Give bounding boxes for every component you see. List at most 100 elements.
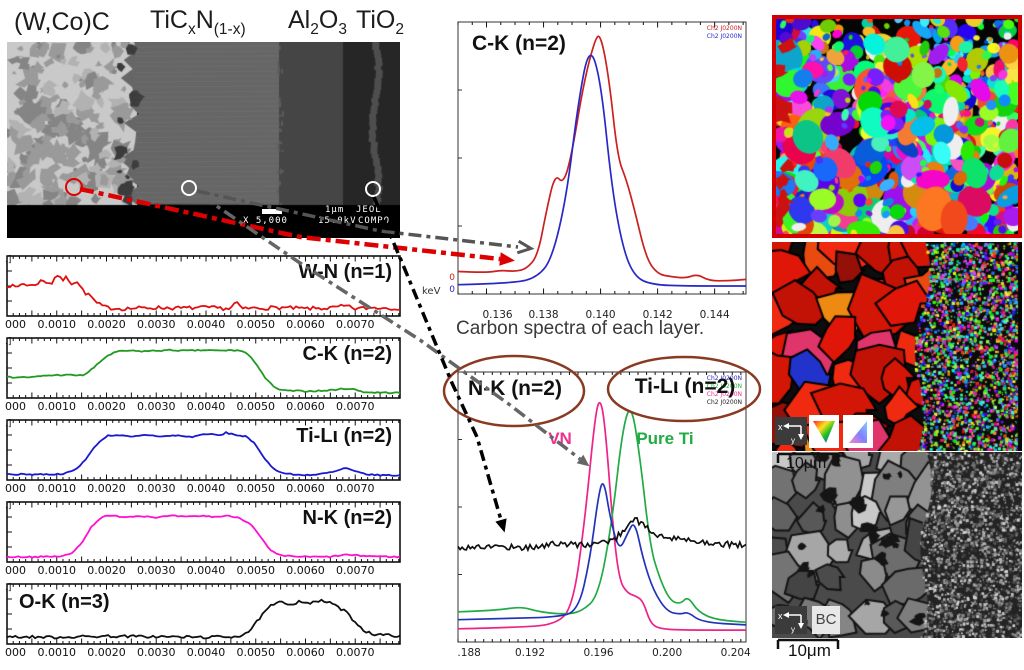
x-tick-label: 0.0030 <box>137 318 176 331</box>
x-tick-label: 000 <box>5 564 26 577</box>
x-tick-label: 0.196 <box>584 647 614 659</box>
eds-profile-panel: .] N-K (n=2) 000 0.0010 0.0020 0.0030 0.0040 0.… <box>5 501 401 577</box>
x-tick-label: 0.0050 <box>236 564 275 577</box>
ck-spectrum-title: C-K (n=2) <box>472 32 566 55</box>
x-tick-label: 0.0010 <box>37 646 76 659</box>
scale-bracket-bottom <box>776 638 840 649</box>
x-tick-label: 0.0070 <box>336 400 375 413</box>
x-tick-label: 0.0060 <box>286 646 325 659</box>
eds-profile-panel: .] O-K (n=3) 000 0.0010 0.0020 0.0030 0.0040 0.… <box>5 583 401 659</box>
profile-panel-label: O-K (n=3) <box>19 591 110 613</box>
ipf-color-key-icon-1 <box>809 415 839 448</box>
sem-scale-bar <box>262 209 282 214</box>
ebsd-orientation-map-fine <box>776 19 1018 234</box>
sem-spot-marker-white-2 <box>365 181 381 197</box>
x-tick-label: 0.0050 <box>236 646 275 659</box>
x-tick-label: 0.204 <box>721 647 751 659</box>
ebsd-map-top-frame <box>772 15 1022 238</box>
layer-label-ticn: TiCxN(1-x) <box>150 6 246 38</box>
spectrum-curve <box>457 54 746 287</box>
sem-mode-text: COMPO <box>358 216 391 226</box>
x-tick-label: 0.0020 <box>87 318 126 331</box>
x-tick-label: 0.0040 <box>187 646 226 659</box>
band-contrast-image <box>772 452 1022 638</box>
spectrum-curve <box>457 483 747 626</box>
vn-annotation: VN <box>548 429 572 448</box>
x-tick-label: 0.142 <box>643 309 673 321</box>
x-tick-label: 000 <box>5 318 26 331</box>
x-tick-label: 0.0020 <box>87 482 126 495</box>
spectrum-curve <box>457 401 746 631</box>
x-tick-label: 0.0060 <box>286 400 325 413</box>
x-tick-label: 0.0060 <box>286 318 325 331</box>
x-tick-label: 0.0010 <box>37 564 76 577</box>
nk-annotation: N-K (n=2) <box>468 377 562 400</box>
profile-panel-label: N-K (n=2) <box>303 507 392 529</box>
legend-entry: Ch2 J0200N <box>707 399 742 406</box>
x-tick-label: 0.0060 <box>286 482 325 495</box>
sem-spot-marker-red <box>65 178 83 196</box>
layer-label-wcoc: (W,Co)C <box>14 8 110 36</box>
axis-y-label-2: y <box>791 625 795 634</box>
axis-orientation-icon: x y <box>775 417 807 445</box>
sem-vendor-text: JEOL <box>356 205 382 215</box>
x-tick-label: 0.0070 <box>336 318 375 331</box>
x-tick-label: 0.0050 <box>236 318 275 331</box>
eds-profile-panel: .] W-N (n=1) 000 0.0010 0.0020 0.0030 0.0040 0.… <box>5 255 401 331</box>
profile-panel-label: Ti-Lι (n=2) <box>296 425 392 447</box>
scale-bracket-top <box>776 452 840 463</box>
til-annotation: Ti-Lι (n=2) <box>634 375 736 398</box>
x-tick-label: 0.144 <box>700 309 730 321</box>
x-tick-label: 0.0060 <box>286 564 325 577</box>
axis-orientation-icon-2: x y <box>775 606 807 634</box>
y-origin-label: 0 <box>449 273 455 283</box>
x-tick-label: 0.0040 <box>187 482 226 495</box>
kev-axis-label: keV <box>422 286 441 297</box>
x-tick-label: 0.0070 <box>336 646 375 659</box>
x-tick-label: 0.200 <box>652 647 682 659</box>
eds-profile-panel: .] C-K (n=2) 000 0.0010 0.0020 0.0030 0.0040 0.… <box>5 337 401 413</box>
x-tick-label: 0.0010 <box>37 400 76 413</box>
x-tick-label: 0.0010 <box>37 318 76 331</box>
x-tick-label: 0.0040 <box>187 564 226 577</box>
y-axis-clip-mark: .] <box>5 501 11 511</box>
x-tick-label: 0.0050 <box>236 482 275 495</box>
x-tick-label: 0.0070 <box>336 482 375 495</box>
profile-curve <box>6 514 401 559</box>
sem-scale-text: 1μm <box>325 205 345 215</box>
profile-curve <box>6 598 401 640</box>
axis-x-label: x <box>778 422 783 432</box>
x-tick-label: 0.0050 <box>236 400 275 413</box>
axis-x-label-2: x <box>778 611 783 621</box>
x-tick-label: 0.0040 <box>187 400 226 413</box>
carbon-spectra-caption: Carbon spectra of each layer. <box>456 318 705 339</box>
x-tick-label: 0.192 <box>515 647 545 659</box>
ipf-color-key-icon-2 <box>843 415 873 448</box>
eds-profile-panel: .] Ti-Lι (n=2) 000 0.0010 0.0020 0.0030 0.0040… <box>5 419 401 495</box>
sem-voltage-text: 15.0kV <box>318 216 357 226</box>
x-tick-label: 0.0040 <box>187 318 226 331</box>
x-tick-label: 0.0020 <box>87 564 126 577</box>
y-origin-label: 0 <box>449 285 455 295</box>
x-tick-label: 0.0030 <box>137 400 176 413</box>
x-tick-label: 0.0020 <box>87 400 126 413</box>
legend-entry: Ch2 J0200N <box>707 25 742 32</box>
layer-label-al2o3: Al2O3 <box>288 6 347 38</box>
spectrum-curve <box>457 35 747 282</box>
y-axis-clip-mark: .] <box>5 255 11 265</box>
axis-y-label: y <box>791 436 795 445</box>
layer-label-tio2: TiO2 <box>356 6 404 38</box>
sem-spot-marker-white-1 <box>181 180 197 196</box>
x-tick-label: 0.0030 <box>137 482 176 495</box>
profile-panel-label: W-N (n=1) <box>299 261 392 283</box>
profile-panel-label: C-K (n=2) <box>303 343 392 365</box>
x-tick-label: 0.0070 <box>336 564 375 577</box>
x-tick-label: 000 <box>5 400 26 413</box>
y-axis-clip-mark: .] <box>5 337 11 347</box>
x-tick-label: 0.0010 <box>37 482 76 495</box>
x-tick-label: 000 <box>5 646 26 659</box>
x-tick-label: 0.0020 <box>87 646 126 659</box>
